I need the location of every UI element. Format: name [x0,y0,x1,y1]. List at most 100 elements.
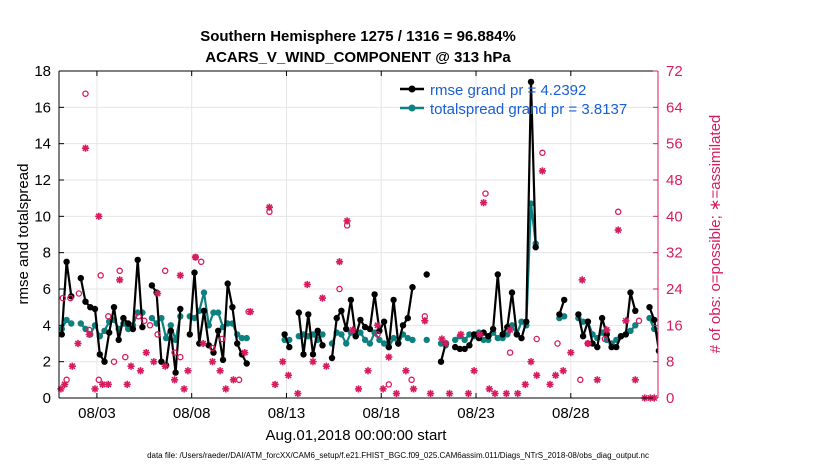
rmse-point [91,305,99,313]
spread-point [319,331,326,338]
obs-assimilated-stroke [522,381,529,388]
obs-assimilated-point [584,339,592,348]
spread-point [627,327,634,334]
obs-assimilated-point [136,367,145,375]
obs-assimilated-point [445,389,454,398]
rmse-point [622,331,629,338]
x-tick-label: 08/18 [362,405,400,422]
spread-point [158,314,165,322]
obs-assimilated-stroke [514,390,521,397]
obs-assimilated-stroke [393,390,400,397]
rmse-point [281,331,288,338]
obs-assimilated-point [485,385,493,393]
x-tick-label: 08/08 [173,405,211,422]
obs-assimilated-stroke [199,340,207,347]
obs-assimilated-point [521,380,529,388]
obs-assimilated-point [150,358,158,366]
rmse-point [125,320,132,327]
rmse-point [300,351,307,358]
spread-point [390,334,397,342]
rmse-point [518,334,525,342]
rmse-point [485,333,492,340]
obs-assimilated-point [614,226,622,234]
rmse-point [120,314,127,322]
spread-point [357,329,364,336]
spread-point [125,325,132,333]
spread-point [343,340,350,347]
obs-assimilated-point [309,358,317,366]
obs-assimilated-point [335,258,344,266]
obs-possible-point [141,317,148,325]
obs-possible-point [82,90,89,97]
spread-point [665,335,671,341]
obs-assimilated-point [364,367,372,375]
obs-assimilated-stroke [105,381,112,388]
obs-assimilated-stroke [364,367,372,374]
rmse-point [461,345,468,353]
rmse-point [134,256,141,264]
rmse-point [527,78,535,86]
legend-rmse-label: rmse grand pr = 4.2392 [430,82,586,99]
rmse-point [352,333,359,340]
rmse-point [499,331,506,338]
obs-assimilated-point [294,389,302,398]
spread-point [200,289,208,296]
rmse-point [366,325,374,333]
rmse-point [385,343,392,351]
rmse-point [395,340,402,347]
obs-assimilated-stroke [124,381,131,388]
rmse-point [508,289,516,296]
rmse-point [608,343,615,351]
rmse-point [234,340,241,347]
obs-assimilated-point [154,289,162,298]
y-left-tick-label: 0 [43,390,51,407]
obs-assimilated-stroke [410,385,417,393]
obs-assimilated-point [271,380,279,388]
rmse-point [172,369,179,376]
y-left-tick-label: 8 [43,245,51,262]
obs-assimilated-stroke [171,376,178,383]
spread-point [191,314,198,322]
obs-assimilated-point [379,385,387,393]
obs-assimilated-stroke [442,340,449,347]
obs-possible-point [146,322,154,329]
rmse-point [627,289,634,296]
obs-possible-point [577,376,584,384]
obs-possible-point [235,376,243,384]
y-left-tick-label: 16 [34,99,51,116]
obs-assimilated-point [318,294,327,302]
rmse-point [513,331,520,338]
obs-possible-point [154,331,161,338]
spread-point [68,320,75,327]
obs-assimilated-point [476,330,484,338]
obs-assimilated-stroke [438,335,446,343]
rmse-point [613,343,620,351]
obs-assimilated-stroke [491,390,499,397]
grid [59,71,658,398]
rmse-point [319,342,326,349]
rmse-line-segment [687,336,692,340]
obs-assimilated-stroke [343,217,351,225]
spread-point [162,334,170,342]
obs-possible-point [635,317,643,325]
spread-point [215,309,222,316]
obs-assimilated-stroke [184,367,192,374]
rmse-point [598,314,606,322]
obs-assimilated-stroke [584,340,592,347]
rmse-point [523,318,530,325]
rmse-point [371,291,378,298]
rmse-point [96,351,104,358]
obs-assimilated-stroke [615,226,622,234]
rmse-point [200,307,208,314]
rmse-point [575,311,582,318]
chart-title: Southern Hemisphere 1275 / 1316 = 96.884… [200,28,516,45]
obs-assimilated-point [343,217,351,225]
rmse-point [361,323,369,331]
obs-assimilated-point [142,349,150,357]
obs-assimilated-stroke [507,326,514,334]
obs-assimilated-point [593,376,601,384]
spread-point [77,320,85,327]
obs-assimilated-stroke [476,331,483,338]
spread-point [698,280,704,286]
